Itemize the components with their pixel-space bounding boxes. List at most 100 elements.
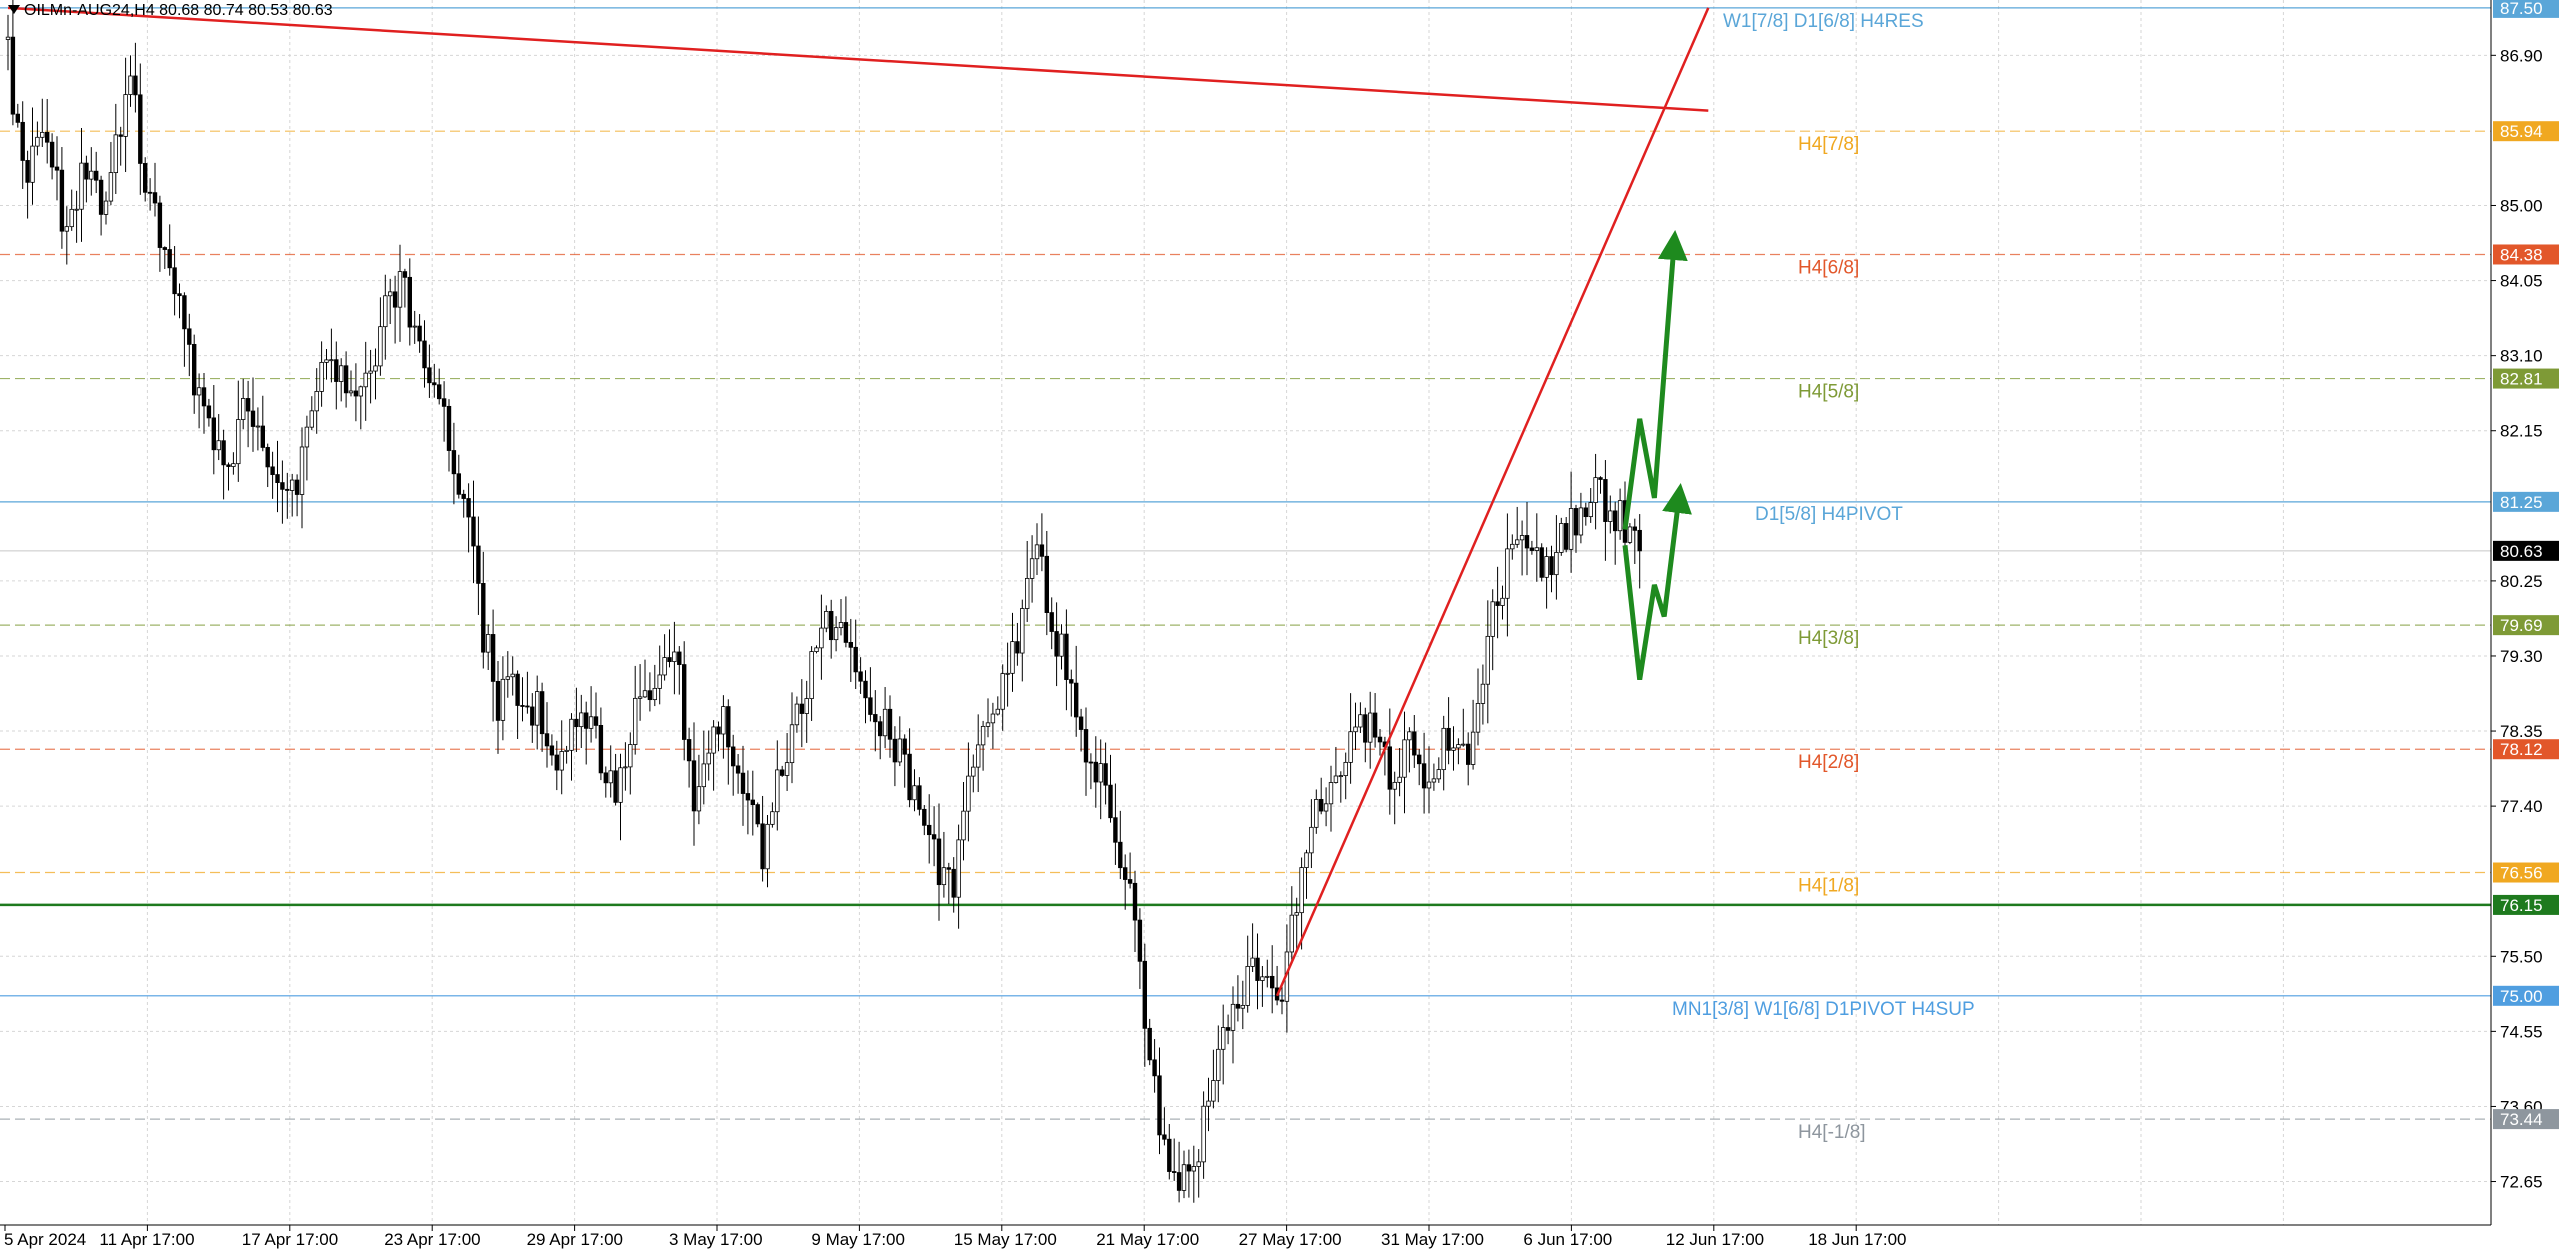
level-price-box [2493,894,2559,915]
candle-bear [1279,999,1285,1002]
candle-bear [1319,799,1324,812]
candle-bear [436,384,442,400]
level-label: D1[5/8] H4PIVOT [1755,504,1903,525]
candle-bear [275,474,280,484]
candle-bull [383,295,388,328]
candle-bear [863,680,868,699]
candle-bear [182,295,187,330]
candle-bull [1534,547,1539,551]
candle-bull [642,690,648,698]
candle-bull [985,722,991,727]
candle-bear [1539,547,1544,578]
level-price-box-label: 81.25 [2500,493,2543,512]
candle-bull [1025,578,1030,609]
candle-bull [1426,781,1432,789]
candle-bear [172,267,177,295]
candle-bull [1485,635,1490,685]
collapse-triangle-icon[interactable] [8,5,20,14]
candle-bear [691,760,697,812]
candle-bull [1500,597,1505,606]
candle-bear [456,473,461,495]
candle-bear [1255,957,1260,981]
level-label: H4[2/8] [1798,752,1859,773]
candle-bear [755,804,760,825]
candle-bear [1157,1075,1162,1136]
candle-bear [211,417,216,451]
candle-bear [1446,727,1451,751]
candle-bull [1451,747,1456,751]
candle-bull [1216,1048,1221,1081]
candle-bull [971,766,976,777]
candle-bull [1328,782,1334,805]
candle-bull [1240,1005,1245,1009]
candle-bull [1000,673,1005,710]
candle-bull [941,867,947,886]
level-price-box-label: 75.00 [2500,987,2543,1006]
candle-bull [485,634,491,653]
level-price-box [2493,491,2559,512]
level-label: MN1[3/8] W1[6/8] D1PIVOT H4SUP [1672,999,1975,1020]
current-price-label: 80.63 [2500,542,2543,561]
candle-bear [138,94,143,164]
candle-bear [1123,867,1128,880]
candle-bull [833,627,839,641]
forecast-arrows [1622,230,1692,681]
time-tick-label: 23 Apr 17:00 [384,1230,480,1249]
candle-bear [10,36,16,115]
level-price-box-label: 87.50 [2500,0,2543,18]
forecast-arrow-bearish-then-bullish [1622,483,1692,681]
candle-bear [471,516,476,547]
level-price-box-label: 76.56 [2500,864,2543,883]
level-price-box [2493,368,2559,389]
candle-bull [35,136,40,147]
candle-bull [1304,852,1309,868]
level-label: H4[7/8] [1798,134,1859,155]
candle-bear [520,705,525,707]
candle-bull [618,767,623,803]
candle-bear [294,479,300,495]
candle-bear [922,808,927,826]
price-tick-label: 85.00 [2500,196,2543,215]
time-tick-label: 15 May 17:00 [954,1230,1057,1249]
candle-bear [780,769,785,776]
candle-bull [348,390,354,394]
candle-bear [157,202,163,248]
candle-bull [1559,523,1564,553]
current-price-box [2493,540,2559,561]
candle-bull [1544,556,1549,578]
candle-bull [1034,544,1040,560]
candle-bear [162,247,167,250]
candle-bear [726,706,731,748]
candle-bull [956,839,961,898]
candle-bear [427,367,432,384]
candle-bear [177,293,182,297]
level-label: H4[6/8] [1798,257,1859,278]
candle-bear [432,382,437,386]
candle-bear [226,464,231,467]
candle-bull [1431,778,1437,783]
price-tick-label: 83.10 [2500,347,2543,366]
candle-bear [451,450,457,475]
candle-bear [343,365,349,394]
candle-bear [887,708,893,740]
candle-bear [574,718,579,728]
candle-bull [819,627,824,649]
candle-bear [495,680,501,721]
candle-bull [765,823,770,870]
candle-bear [1270,975,1275,989]
candle-bear [892,738,898,763]
candle-bear [593,716,599,726]
candle-bull [329,359,334,362]
candle-bear [667,657,672,663]
candle-bear [1113,817,1118,843]
candle-bear [853,646,858,673]
candle-bear [1127,879,1133,884]
candle-bear [1088,761,1094,764]
candle-bull [559,751,564,771]
candle-bull [1338,775,1343,778]
candle-bear [490,634,496,682]
candle-bear [1039,544,1045,557]
candle-bear [152,192,158,204]
candle-bear [735,765,741,774]
